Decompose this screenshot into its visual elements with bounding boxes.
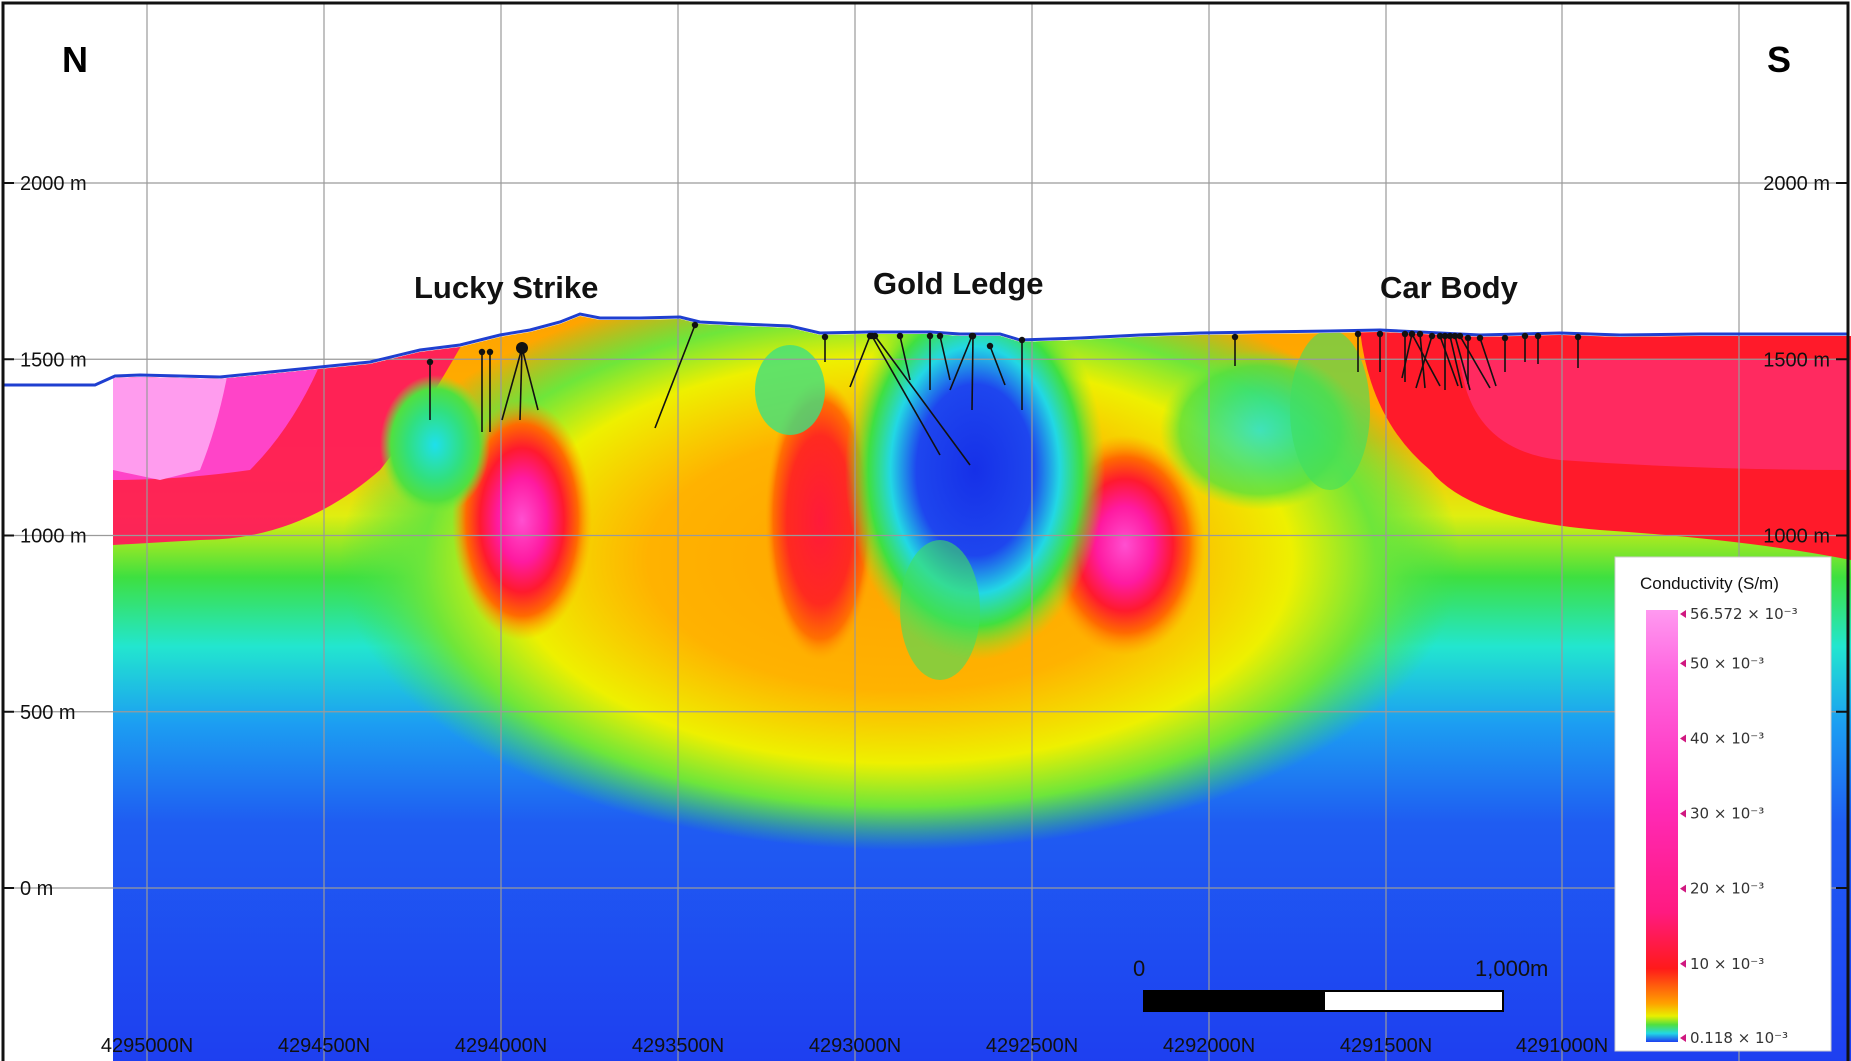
drillhole bbox=[971, 335, 974, 411]
drillhole-collar bbox=[1501, 334, 1509, 342]
drillhole-collar bbox=[1574, 333, 1582, 341]
drillhole-collar bbox=[1451, 332, 1459, 340]
drillhole-collar bbox=[1521, 332, 1529, 340]
northing-label: 4294500N bbox=[278, 1035, 370, 1057]
drillhole bbox=[1449, 335, 1463, 389]
northing-label: 4294000N bbox=[455, 1035, 547, 1057]
drillhole-collar bbox=[1441, 332, 1449, 340]
drillhole bbox=[1411, 333, 1441, 387]
legend-tick-label: 50 × 10⁻³ bbox=[1690, 654, 1764, 672]
drillhole-collar bbox=[1476, 334, 1484, 342]
drillhole bbox=[849, 335, 871, 388]
drillhole-collar bbox=[691, 321, 699, 329]
drillhole-collar bbox=[1376, 330, 1384, 338]
elevation-labels: 2000 m 2000 m 1500 m 1500 m 1000 m 1000 m 500 … bbox=[3, 173, 1848, 900]
legend-tick-label: 30 × 10⁻³ bbox=[1690, 805, 1764, 823]
legend-tick-label: 40 × 10⁻³ bbox=[1690, 729, 1764, 747]
scale-start-label: 0 bbox=[1133, 956, 1145, 981]
deposit-label-gold-ledge: Gold Ledge bbox=[873, 266, 1044, 301]
elevation-label-left: 1000 m bbox=[20, 526, 87, 548]
drillhole bbox=[1459, 335, 1491, 389]
northing-label: 4293000N bbox=[809, 1035, 901, 1057]
scale-end-label: 1,000m bbox=[1475, 956, 1548, 981]
scale-bar-white bbox=[1323, 990, 1504, 1012]
northing-label: 4293500N bbox=[632, 1035, 724, 1057]
legend-colorbar bbox=[1646, 610, 1678, 1042]
conductivity-legend: Conductivity (S/m) 56.572 × 10⁻³ 50 × 10⁻… bbox=[1614, 556, 1832, 1052]
drillhole bbox=[939, 335, 951, 381]
legend-tick-label: 20 × 10⁻³ bbox=[1690, 880, 1764, 898]
elevation-label-right: 1000 m bbox=[1763, 526, 1830, 548]
drillhole-collar bbox=[986, 342, 994, 350]
drillhole bbox=[1439, 335, 1459, 387]
northing-label: 4292000N bbox=[1163, 1035, 1255, 1057]
drillhole-collar bbox=[1456, 332, 1464, 340]
drillhole bbox=[1479, 337, 1497, 387]
compass-south: S bbox=[1767, 39, 1791, 80]
legend-tick-label: 10 × 10⁻³ bbox=[1690, 955, 1764, 973]
drillhole bbox=[654, 324, 696, 429]
drillhole-collar bbox=[1018, 336, 1026, 344]
elevation-label-left: 0 m bbox=[20, 878, 53, 900]
deposit-label-car-body: Car Body bbox=[1380, 270, 1519, 305]
drillhole-collar bbox=[871, 332, 879, 340]
northing-labels: 4295000N 4294500N 4294000N 4293500N 4293000N… bbox=[101, 1035, 1608, 1057]
drillhole-traces bbox=[426, 321, 1582, 466]
drillhole bbox=[949, 335, 973, 391]
legend-title: Conductivity (S/m) bbox=[1640, 574, 1779, 593]
drillhole-collar bbox=[896, 332, 904, 340]
elevation-label-right: 1500 m bbox=[1763, 349, 1830, 371]
drillhole bbox=[501, 347, 523, 421]
northing-label: 4292500N bbox=[986, 1035, 1078, 1057]
scale-bar: 0 1,000m bbox=[1133, 956, 1548, 1012]
drillhole bbox=[899, 335, 911, 381]
deposit-label-lucky-strike: Lucky Strike bbox=[414, 270, 598, 305]
drillhole bbox=[1415, 335, 1433, 389]
drillhole-collar bbox=[1436, 332, 1444, 340]
drillhole-collar bbox=[1408, 330, 1416, 338]
legend-tick-label: 0.118 × 10⁻³ bbox=[1690, 1029, 1788, 1047]
drillhole bbox=[871, 335, 941, 456]
drillhole bbox=[1401, 333, 1413, 379]
elevation-label-left: 1500 m bbox=[20, 349, 87, 371]
elevation-label-left: 500 m bbox=[20, 702, 76, 724]
legend-tick-label: 56.572 × 10⁻³ bbox=[1690, 605, 1798, 623]
drillhole-collar bbox=[478, 348, 486, 356]
drillhole bbox=[1419, 333, 1426, 389]
elevation-label-right: 2000 m bbox=[1763, 173, 1830, 195]
drillhole-collar bbox=[1354, 330, 1362, 338]
drillhole bbox=[519, 347, 523, 421]
elevation-label-left: 2000 m bbox=[20, 173, 87, 195]
drillhole-collar bbox=[821, 333, 829, 341]
drillhole bbox=[521, 347, 539, 411]
conductivity-model bbox=[113, 316, 1851, 1061]
drillhole-collar bbox=[426, 358, 434, 366]
drillhole-collar bbox=[969, 332, 977, 340]
northing-label: 4291000N bbox=[1516, 1035, 1608, 1057]
drillhole bbox=[874, 335, 971, 466]
drillhole-collar bbox=[926, 332, 934, 340]
drillhole-collar bbox=[1534, 332, 1542, 340]
drillhole bbox=[989, 345, 1006, 386]
drillhole-collar bbox=[486, 348, 494, 356]
drillhole-collar bbox=[1464, 334, 1472, 342]
northing-label: 4295000N bbox=[101, 1035, 193, 1057]
scale-bar-black bbox=[1143, 990, 1325, 1012]
drillhole-collar bbox=[1416, 330, 1424, 338]
drillhole-collar bbox=[1231, 333, 1239, 341]
drillhole-collar bbox=[1401, 330, 1409, 338]
compass-north: N bbox=[62, 39, 88, 80]
drillhole-collar bbox=[1428, 332, 1436, 340]
drillhole-collar bbox=[936, 332, 944, 340]
drillhole-collar bbox=[1446, 332, 1454, 340]
northing-label: 4291500N bbox=[1340, 1035, 1432, 1057]
